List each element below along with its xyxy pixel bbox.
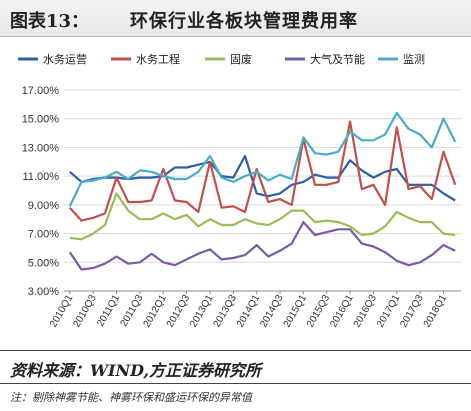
series-line-2: [68, 120, 457, 222]
figure-label: 图表13：: [10, 11, 90, 32]
y-tick-label: 11.00%: [23, 171, 60, 183]
y-tick-label: 7.00%: [28, 229, 59, 241]
line-chart: 3.00% 5.00% 7.00% 9.00% 11.00% 13.00% 15.00% 17…: [18, 52, 461, 330]
legend-label: 监测: [403, 53, 425, 66]
legend-label: 水务运营: [43, 52, 87, 66]
y-tick-label: 9.00%: [28, 200, 59, 212]
y-tick-label: 15.00%: [22, 114, 60, 126]
divider-bottom: [0, 383, 471, 384]
series-line-4: [68, 221, 456, 271]
legend-label: 固废: [230, 52, 252, 66]
note-text: 注：剔除神雾节能、神雾环保和盛运环保的异常值: [10, 391, 252, 404]
source-text: 资料来源：WIND,方正证券研究所: [10, 361, 261, 380]
y-tick-label: 3.00%: [28, 286, 59, 298]
legend-label: 水务工程: [136, 53, 180, 66]
figure-title-bar: 图表13： 环保行业各板块管理费用率: [0, 0, 471, 37]
series-line-5: [68, 111, 457, 207]
x-tick-label: 2018Q1: [422, 293, 450, 330]
series-line-3: [69, 192, 456, 241]
figure-title: 环保行业各板块管理费用率: [130, 11, 358, 32]
y-tick-label: 5.00%: [28, 257, 59, 269]
legend-label: 大气及节能: [310, 52, 365, 66]
y-tick-label: 13.00%: [22, 142, 60, 154]
divider-top: [0, 350, 471, 351]
y-tick-label: 17.00%: [22, 85, 60, 97]
